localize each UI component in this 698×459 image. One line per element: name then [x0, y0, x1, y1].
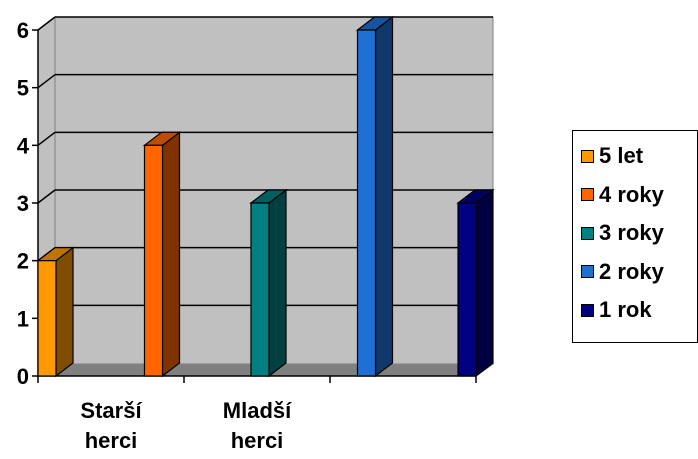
bar-front	[250, 202, 270, 377]
legend-item: 4 roky	[581, 176, 697, 215]
legend-swatch	[581, 265, 594, 279]
bar-side	[268, 188, 287, 378]
y-tick-label: 4	[17, 133, 30, 158]
bar-front	[457, 202, 477, 377]
y-axis-ticks: 0 1 2 3 4 5 6	[17, 18, 38, 389]
bar-front	[143, 144, 164, 377]
y-tick-label: 3	[17, 191, 29, 216]
y-tick-label: 6	[17, 18, 29, 43]
x-axis-ticks	[37, 376, 477, 383]
bar	[249, 188, 288, 378]
legend-label: 3 roky	[599, 220, 664, 246]
bar-front	[356, 29, 377, 377]
y-tick-label: 1	[17, 306, 29, 331]
category-label: Mladší herci	[223, 398, 292, 453]
y-tick-label: 0	[17, 364, 29, 389]
bar	[456, 188, 495, 378]
legend-item: 2 roky	[581, 253, 697, 292]
legend-label: 4 roky	[599, 181, 664, 207]
legend-item: 1 rok	[581, 291, 697, 330]
bars	[36, 15, 495, 378]
category-labels: Starší herci Mladší herci	[80, 398, 292, 453]
legend-label: 5 let	[599, 143, 644, 169]
bar	[355, 15, 395, 378]
legend-label: 2 roky	[599, 258, 664, 284]
y-tick-label: 2	[17, 249, 29, 274]
bar-side	[374, 15, 394, 378]
y-tick-label: 5	[17, 76, 29, 101]
legend-label: 1 rok	[599, 297, 652, 323]
legend-item: 3 roky	[581, 214, 697, 253]
gridline	[37, 189, 56, 204]
bar-side	[475, 188, 494, 378]
gridline	[37, 74, 56, 89]
category-label: Starší herci	[80, 398, 142, 453]
bar-side	[55, 246, 74, 378]
legend-swatch	[581, 303, 594, 317]
legend-item: 5 let	[581, 137, 697, 176]
gridline	[37, 16, 56, 31]
gridline	[37, 131, 56, 146]
bar-front	[37, 260, 57, 377]
bar	[142, 131, 182, 378]
legend: 5 let 4 roky 3 roky 2 roky 1 rok	[572, 130, 698, 343]
bar	[36, 246, 75, 378]
bar-side	[161, 131, 181, 378]
legend-swatch	[581, 188, 594, 202]
legend-swatch	[581, 226, 594, 240]
legend-swatch	[581, 149, 594, 163]
